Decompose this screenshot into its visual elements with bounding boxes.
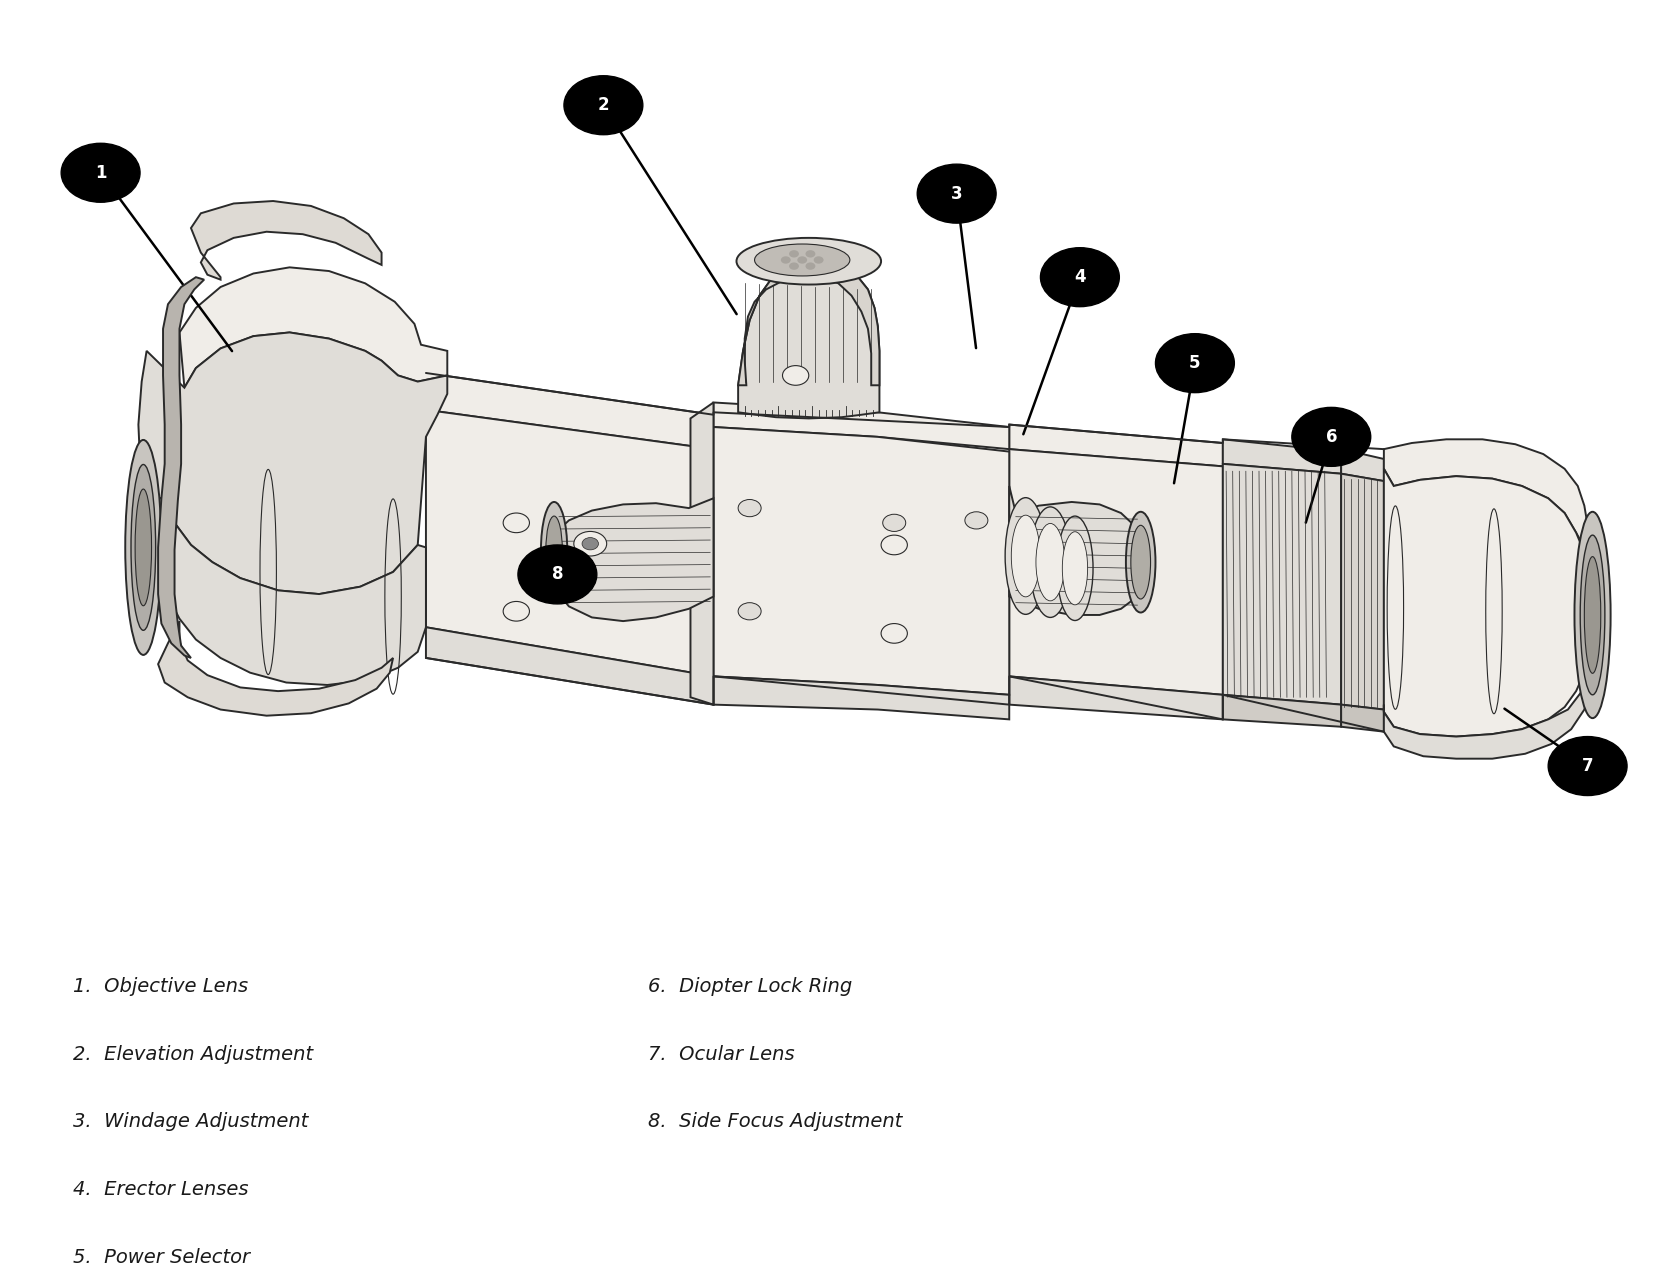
Ellipse shape [1130,525,1150,599]
Ellipse shape [1057,516,1094,620]
Polygon shape [1009,425,1223,466]
Text: 2.  Elevation Adjustment: 2. Elevation Adjustment [73,1045,313,1064]
Circle shape [737,602,761,620]
Polygon shape [179,267,447,388]
Ellipse shape [754,244,850,276]
Ellipse shape [131,464,156,630]
Ellipse shape [736,238,882,285]
Text: 4.  Erector Lenses: 4. Erector Lenses [73,1179,249,1199]
Polygon shape [1384,667,1592,759]
Ellipse shape [1062,531,1087,605]
Polygon shape [714,427,1009,695]
Text: 8: 8 [552,566,563,583]
Circle shape [504,513,530,533]
Polygon shape [714,676,1009,719]
Ellipse shape [1125,512,1155,613]
Circle shape [814,257,824,263]
Ellipse shape [126,440,161,655]
Ellipse shape [1584,557,1601,674]
Text: 8.  Side Focus Adjustment: 8. Side Focus Adjustment [648,1112,901,1131]
Ellipse shape [1006,498,1046,614]
Polygon shape [1009,449,1223,695]
Polygon shape [157,622,393,716]
Polygon shape [426,372,714,449]
Ellipse shape [1036,524,1065,601]
Ellipse shape [540,502,567,597]
Text: 5.  Power Selector: 5. Power Selector [73,1248,250,1267]
Text: 3.  Windage Adjustment: 3. Windage Adjustment [73,1112,308,1131]
Text: 5: 5 [1190,355,1201,372]
Polygon shape [157,277,204,658]
Polygon shape [1223,440,1341,474]
Text: 2: 2 [598,97,610,114]
Circle shape [61,144,141,202]
Circle shape [797,257,807,263]
Ellipse shape [1029,507,1070,618]
Polygon shape [1341,449,1384,482]
Circle shape [805,262,815,269]
Polygon shape [1009,486,1140,615]
Circle shape [918,164,996,224]
Ellipse shape [545,516,562,583]
Circle shape [1041,248,1120,306]
Circle shape [1548,737,1627,796]
Polygon shape [143,498,426,685]
Circle shape [782,366,809,385]
Circle shape [504,601,530,622]
Circle shape [789,262,799,269]
Polygon shape [1341,474,1384,709]
Polygon shape [191,201,381,280]
Circle shape [737,500,761,517]
Polygon shape [1341,704,1384,732]
Text: 1.  Objective Lens: 1. Objective Lens [73,977,249,996]
Text: 1: 1 [94,164,106,182]
Circle shape [582,538,598,550]
Polygon shape [691,403,714,704]
Circle shape [563,76,643,135]
Ellipse shape [1581,535,1606,695]
Circle shape [573,531,606,555]
Polygon shape [737,262,880,418]
Text: 6.  Diopter Lock Ring: 6. Diopter Lock Ring [648,977,852,996]
Circle shape [1155,334,1234,393]
Text: 7: 7 [1582,758,1594,775]
Polygon shape [737,262,880,385]
Polygon shape [1384,440,1587,548]
Circle shape [882,535,908,554]
Polygon shape [1009,676,1223,719]
Circle shape [1292,408,1370,466]
Polygon shape [1223,464,1341,704]
Circle shape [780,257,790,263]
Polygon shape [552,498,714,622]
Polygon shape [426,628,714,704]
Text: 7.  Ocular Lens: 7. Ocular Lens [648,1045,794,1064]
Circle shape [964,512,988,529]
Text: 4: 4 [1074,268,1085,286]
Circle shape [519,545,597,604]
Polygon shape [1384,469,1592,737]
Circle shape [883,515,906,531]
Polygon shape [714,403,1009,449]
Circle shape [805,250,815,258]
Circle shape [882,624,908,643]
Ellipse shape [1011,515,1041,597]
Polygon shape [1223,695,1341,727]
Circle shape [789,250,799,258]
Polygon shape [139,333,447,594]
Polygon shape [426,409,714,676]
Ellipse shape [136,489,151,606]
Text: 6: 6 [1326,428,1337,446]
Text: 3: 3 [951,184,963,202]
Ellipse shape [1574,512,1611,718]
